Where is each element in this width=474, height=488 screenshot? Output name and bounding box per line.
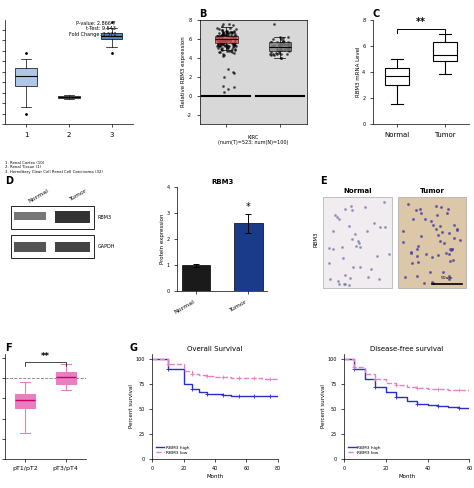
Text: **: **	[41, 352, 50, 362]
Point	[285, 41, 292, 49]
Point	[283, 50, 291, 58]
Point	[273, 50, 281, 58]
Point	[230, 28, 237, 36]
Point	[442, 249, 449, 257]
Point	[218, 31, 226, 39]
RBM3 high	[244, 393, 249, 399]
Point	[418, 209, 425, 217]
RBM3 high	[212, 391, 218, 397]
Point	[216, 42, 224, 50]
RBM3 high	[236, 393, 241, 399]
Point	[428, 278, 435, 286]
RBM3 high	[251, 393, 257, 399]
Point	[220, 41, 228, 49]
Point	[281, 45, 288, 53]
Point	[231, 36, 239, 43]
Point	[280, 38, 287, 45]
Point	[219, 20, 227, 28]
Point	[356, 263, 364, 271]
Point	[273, 49, 280, 57]
Point	[217, 39, 224, 47]
Point	[225, 36, 233, 44]
Point	[283, 45, 291, 53]
Text: RBM3: RBM3	[314, 231, 319, 247]
Point	[224, 41, 232, 49]
Point	[437, 222, 444, 230]
Point	[217, 40, 224, 47]
Point	[222, 35, 229, 43]
Point	[223, 15, 231, 23]
Point	[422, 250, 430, 258]
Point	[228, 30, 236, 38]
Point	[277, 41, 284, 49]
PathPatch shape	[15, 394, 35, 408]
Point	[428, 253, 436, 261]
Point	[439, 268, 447, 276]
Point	[278, 39, 286, 47]
Point	[216, 33, 223, 41]
Point	[385, 250, 392, 258]
Point	[285, 39, 292, 47]
RBM3 low	[404, 384, 410, 390]
RBM3 low	[414, 385, 420, 391]
Point	[444, 205, 452, 213]
Point	[362, 203, 369, 210]
RBM3 low	[446, 387, 451, 393]
Point	[271, 20, 278, 27]
Text: C: C	[373, 9, 380, 19]
Point	[277, 46, 284, 54]
Point	[230, 40, 237, 48]
Point	[226, 47, 233, 55]
Text: 1. Renal Cortex (10)
2. Renal Tissue (1)
3. Hereditary Clear Cell Renal Cell Car: 1. Renal Cortex (10) 2. Renal Tissue (1)…	[5, 161, 103, 174]
Point	[213, 42, 221, 50]
Point	[228, 33, 236, 41]
Line: RBM3 high: RBM3 high	[344, 359, 469, 408]
Point	[228, 48, 236, 56]
Point	[277, 54, 285, 61]
Point	[339, 254, 346, 262]
Point	[219, 28, 227, 36]
RBM3 low	[212, 374, 218, 380]
Point	[221, 35, 229, 42]
RBM3 high	[456, 405, 462, 411]
Text: B: B	[200, 9, 207, 19]
Point	[267, 48, 275, 56]
Point	[229, 39, 237, 47]
Point	[446, 275, 453, 283]
Point	[213, 24, 221, 32]
Point	[223, 28, 231, 36]
Point	[231, 39, 238, 46]
Point	[220, 38, 228, 46]
Point	[215, 33, 222, 41]
PathPatch shape	[16, 68, 37, 86]
Point	[226, 36, 234, 43]
Point	[338, 244, 346, 251]
Point	[224, 30, 231, 38]
Point	[432, 225, 440, 233]
Point	[326, 275, 334, 283]
Point	[224, 29, 231, 37]
PathPatch shape	[215, 36, 237, 43]
Point	[273, 46, 281, 54]
Point	[446, 257, 454, 265]
Point	[218, 46, 226, 54]
Point	[443, 209, 450, 217]
Point	[216, 33, 224, 41]
Point	[226, 35, 233, 43]
Point	[213, 37, 220, 44]
Point	[219, 29, 227, 37]
Point	[275, 47, 283, 55]
Point	[218, 31, 226, 39]
Point	[216, 29, 223, 37]
Point	[230, 49, 237, 57]
Point	[231, 32, 239, 40]
Point	[226, 28, 234, 36]
Point	[213, 33, 221, 41]
Point	[284, 44, 292, 52]
Point	[434, 231, 441, 239]
RBM3 low	[228, 375, 234, 381]
Point	[438, 228, 446, 236]
Point	[355, 237, 362, 245]
Point	[285, 46, 292, 54]
Point	[220, 38, 228, 46]
